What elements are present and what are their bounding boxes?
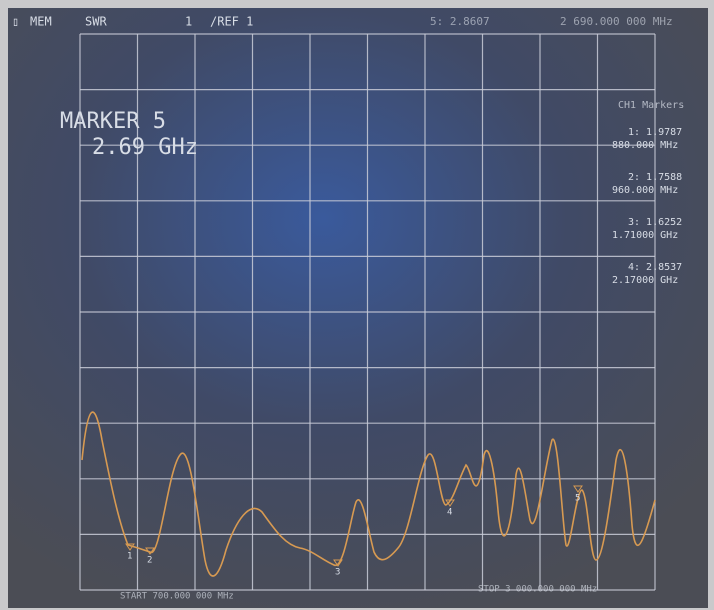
marker-number: 5 [575,494,580,504]
marker-freq: 960.000 MHz [612,185,678,196]
mem-label: MEM [30,15,52,29]
marker-triangle [145,547,155,555]
marker-number: 3 [335,568,340,578]
marker-value: 3: 1.6252 [628,217,682,228]
marker-number: 1 [127,552,132,562]
marker-title: MARKER 5 [60,109,166,134]
marker-triangle [125,543,135,551]
format-label: SWR [85,15,107,29]
display [8,8,708,608]
marker-triangle [445,499,455,507]
marker-value: 4: 2.8537 [628,262,682,273]
marker-freq: 880.000 MHz [612,140,678,151]
marker-freq: 2.17000 GHz [612,275,678,286]
active-value: 5: 2.8607 [430,15,490,28]
marker-triangle [573,485,583,493]
marker-value: 2.69 GHz [92,135,198,160]
marker-value: 1: 1.9787 [628,127,682,138]
channel-icon: ▯ [12,15,19,29]
marker-triangle [333,559,343,567]
marker-number: 4 [447,508,452,518]
marker-list: 1: 1.9787 880.000 MHz 2: 1.7588 960.000 MHz… [612,127,682,286]
trace [81,411,656,577]
marker-number: 2 [147,556,152,566]
start-label: START 700.000 000 MHz [120,592,234,602]
stop-label: STOP 3 000.000 000 MHz [478,585,597,595]
marker-freq: 1.71000 GHz [612,230,678,241]
ref-label: /REF 1 [210,15,253,29]
active-freq: 2 690.000 000 MHz [560,15,673,28]
trace-markers: 1 2 3 4 5 [125,485,583,578]
scale-label: 1 [185,15,192,29]
marker-list-title: CH1 Markers [618,100,684,111]
marker-value: 2: 1.7588 [628,172,682,183]
grid [79,33,656,591]
